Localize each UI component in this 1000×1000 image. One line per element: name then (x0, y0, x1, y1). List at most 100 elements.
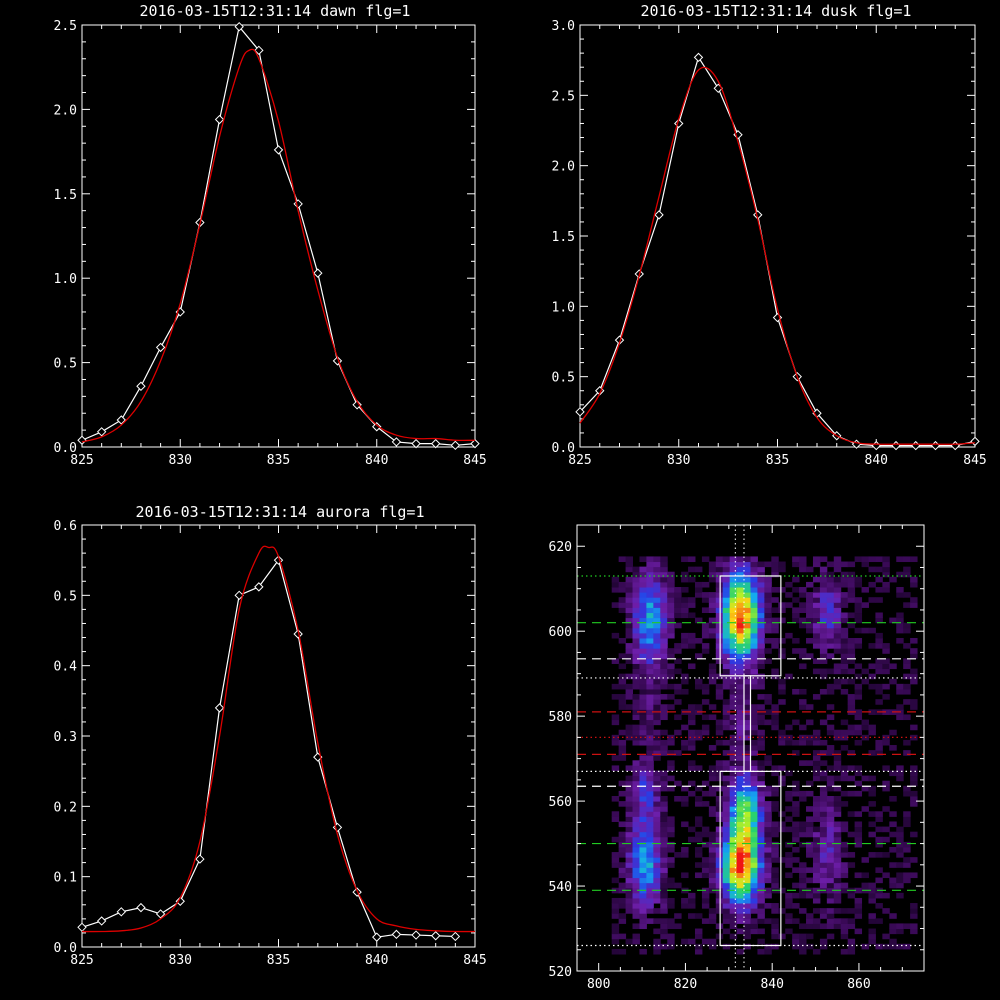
heatmap-cell (729, 846, 738, 853)
heatmap-cell (833, 897, 842, 904)
heatmap-cell (708, 714, 717, 721)
heatmap-cell (632, 581, 640, 588)
heatmap-cell (792, 918, 800, 924)
heatmap-cell (889, 928, 897, 935)
heatmap-cell (632, 622, 640, 629)
heatmap-cell (819, 801, 828, 807)
heatmap-cell (861, 678, 869, 685)
heatmap-cell (764, 887, 772, 894)
x-tick-label: 840 (365, 953, 388, 968)
heatmap-cell (701, 724, 710, 731)
heatmap-cell (889, 938, 897, 945)
heatmap-cell (729, 673, 738, 680)
heatmap-cell (660, 836, 668, 843)
heatmap-cell (688, 566, 696, 573)
heatmap-cell (743, 745, 751, 751)
heatmap-cell (646, 597, 654, 603)
heatmap-cell (840, 948, 849, 955)
heatmap-cell (653, 821, 661, 828)
heatmap-cell (653, 836, 661, 843)
heatmap-cell (653, 897, 661, 904)
heatmap-cell (812, 617, 821, 624)
heatmap-cell (646, 653, 654, 659)
heatmap-cell (736, 612, 745, 619)
heatmap-cell (694, 795, 703, 802)
heatmap-cell (764, 811, 772, 817)
heatmap-cell (750, 653, 758, 659)
heatmap-cell (819, 806, 828, 812)
heatmap-cell (840, 841, 849, 848)
heatmap-cell (632, 836, 640, 843)
y-tick-label: 0.3 (54, 730, 77, 745)
heatmap-cell (757, 918, 765, 924)
heatmap-cell (750, 852, 758, 858)
heatmap-cell (653, 688, 661, 695)
heatmap-cell (736, 653, 745, 659)
heatmap-cell (639, 775, 647, 782)
heatmap-cell (806, 918, 814, 924)
heatmap-cell (861, 882, 869, 889)
heatmap-cell (646, 770, 654, 777)
heatmap-cell (618, 841, 627, 848)
heatmap-cell (903, 877, 911, 884)
heatmap-cell (674, 607, 682, 614)
heatmap-cell (722, 612, 731, 619)
heatmap-cell (799, 831, 807, 838)
heatmap-cell (660, 587, 668, 593)
heatmap-cell (722, 653, 731, 659)
heatmap-cell (653, 811, 661, 817)
heatmap-cell (819, 836, 828, 843)
heatmap-cell (736, 867, 745, 873)
heatmap-cell (819, 622, 828, 629)
heatmap-cell (674, 882, 682, 889)
heatmap-cell (722, 806, 731, 812)
heatmap-cell (722, 607, 731, 614)
heatmap-cell (757, 592, 765, 598)
heatmap-cell (854, 908, 863, 914)
y-tick-label: 520 (549, 965, 572, 980)
heatmap-cell (833, 923, 842, 930)
heatmap-cell (840, 643, 849, 649)
heatmap-cell (674, 683, 682, 690)
heatmap-cell (694, 617, 703, 624)
data-point-marker (77, 922, 87, 933)
heatmap-cell (840, 648, 849, 654)
heatmap-cell (611, 755, 620, 761)
heatmap-cell (729, 918, 738, 924)
heatmap-cell (646, 862, 654, 868)
heatmap-cell (653, 892, 661, 899)
heatmap-cell (792, 637, 800, 644)
heatmap-cell (819, 637, 828, 644)
y-tick-label: 540 (549, 880, 572, 895)
heatmap-cell (840, 663, 849, 670)
heatmap-cell (757, 775, 765, 782)
heatmap-cell (708, 862, 717, 868)
heatmap-cell (708, 673, 717, 680)
data-point-marker (391, 929, 402, 940)
heatmap-cell (806, 627, 814, 634)
data-point-marker (136, 381, 146, 391)
heatmap-cell (736, 908, 745, 914)
heatmap-cell (639, 571, 647, 578)
heatmap-cell (736, 724, 745, 731)
heatmap-cell (736, 750, 745, 756)
data-point-marker (116, 415, 127, 425)
heatmap-cell (875, 556, 883, 563)
heatmap-cell (701, 918, 710, 924)
heatmap-cell (625, 581, 634, 588)
heatmap-cell (903, 943, 911, 950)
heatmap-cell (660, 826, 668, 833)
heatmap-cell (743, 729, 751, 736)
heatmap-cell (681, 801, 689, 807)
heatmap-cell (611, 658, 620, 664)
heatmap-cell (701, 556, 710, 563)
heatmap-cell (771, 872, 779, 879)
heatmap-cell (715, 592, 724, 598)
heatmap-cell (778, 811, 786, 817)
heatmap-cell (625, 653, 634, 659)
heatmap-cell (764, 801, 772, 807)
heatmap-cell (708, 775, 717, 782)
x-tick-label: 830 (169, 953, 192, 968)
dawn-chart-title: 2016-03-15T12:31:14 dawn flg=1 (140, 2, 411, 20)
heatmap-cell (632, 862, 640, 868)
